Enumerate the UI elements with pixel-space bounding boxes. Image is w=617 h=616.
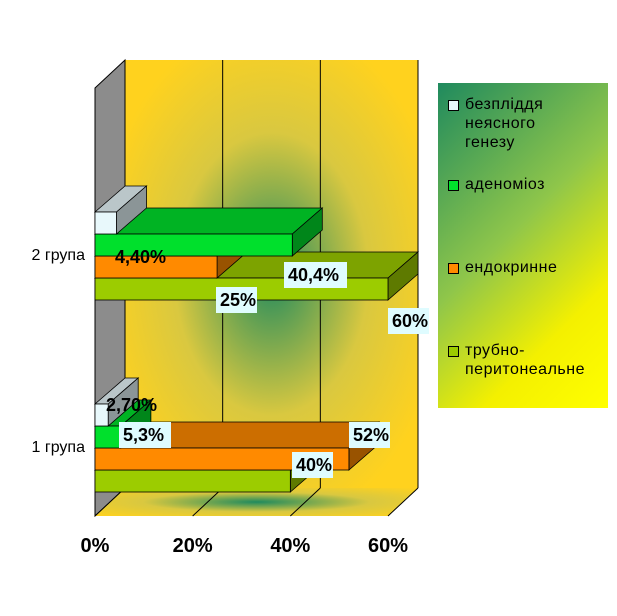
x-tick-label: 40% <box>270 535 310 557</box>
data-label: 25% <box>220 290 256 310</box>
legend-swatch <box>448 346 459 357</box>
legend-swatch <box>448 100 459 111</box>
legend-item-adenomyosis: аденоміоз <box>448 175 545 194</box>
data-label-box <box>284 262 347 288</box>
data-label: 52% <box>353 425 389 445</box>
x-tick-label: 0% <box>81 535 110 557</box>
floor <box>95 488 418 516</box>
data-label-box <box>216 287 257 313</box>
data-label-box <box>388 308 429 334</box>
category-label: 2 група <box>32 247 86 264</box>
legend-label: безпліддя неясного генезу <box>465 96 544 151</box>
bars-group: 1 група 2 група 2,70% 5,3% 52% 40% 4,40% 40,4% 2… <box>32 185 429 493</box>
gridline-floor <box>289 487 321 517</box>
bar <box>94 447 350 471</box>
x-tick-label: 20% <box>173 535 213 557</box>
legend-swatch <box>448 263 459 274</box>
data-label: 40,4% <box>288 265 339 285</box>
legend: безпліддя неясного генезу аденоміоз ендо… <box>438 83 608 408</box>
legend-item-tubo-peritoneal: трубно- перитонеальне <box>448 341 585 379</box>
data-label: 60% <box>392 311 428 331</box>
bar <box>94 425 122 449</box>
bar <box>94 403 109 427</box>
data-label-box <box>119 422 171 448</box>
data-label-box <box>349 422 390 448</box>
data-label: 40% <box>296 455 332 475</box>
bar <box>94 211 117 235</box>
bar <box>94 469 291 493</box>
legend-swatch <box>448 180 459 191</box>
x-tick-label: 60% <box>368 535 408 557</box>
data-label: 2,70% <box>106 395 157 415</box>
gridline-floor <box>192 487 224 517</box>
gridline-floor <box>94 487 126 517</box>
gridline-floor <box>387 487 419 517</box>
bar <box>94 233 293 257</box>
data-label: 4,40% <box>115 247 166 267</box>
legend-label: ендокринне <box>465 259 558 276</box>
legend-label: трубно- перитонеальне <box>465 342 585 378</box>
axis-ticks: 0% 20% 40% 60% <box>81 535 409 557</box>
legend-label: аденоміоз <box>465 176 545 193</box>
data-label-box <box>292 452 333 478</box>
legend-item-endocrine: ендокринне <box>448 258 557 277</box>
category-label: 1 група <box>32 439 86 456</box>
legend-item-infertility: безпліддя неясного генезу <box>448 95 543 152</box>
data-label: 5,3% <box>123 425 164 445</box>
